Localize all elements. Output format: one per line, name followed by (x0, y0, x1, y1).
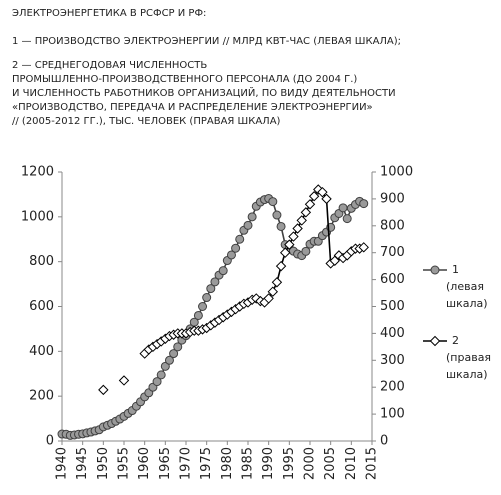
x-tick-label: 1940 (55, 447, 70, 480)
marker (275, 260, 287, 272)
x-tick-label: 2015 (365, 447, 380, 480)
y2-tick-label: 200 (380, 380, 405, 395)
marker (152, 377, 162, 387)
marker (292, 223, 303, 234)
y2-tick-label: 600 (380, 272, 405, 287)
marker (271, 277, 283, 288)
y2-tick-label: 500 (380, 299, 405, 314)
x-tick-label: 1985 (241, 447, 256, 480)
x-tick-label: 1965 (158, 447, 173, 480)
note: // (2005-2012 ГГ.), ТЫС. ЧЕЛОВЕК (ПРАВАЯ… (12, 116, 281, 127)
x-tick-label: 2005 (323, 447, 338, 480)
marker (358, 242, 369, 253)
note: ПРОМЫШЛЕННО-ПРОИЗВОДСТВЕННОГО ПЕРСОНАЛА … (12, 74, 357, 85)
x-tick-label: 1950 (96, 447, 111, 480)
x-tick-label: 1945 (75, 447, 90, 480)
marker (160, 361, 170, 371)
x-tick-label: 1960 (137, 447, 152, 480)
marker (267, 286, 279, 297)
marker (342, 214, 352, 224)
legend-label: 1 (452, 263, 459, 276)
marker (359, 199, 369, 209)
y2-tick-label: 700 (380, 245, 405, 260)
marker (156, 370, 166, 380)
marker (206, 284, 216, 294)
marker (313, 184, 324, 195)
x-tick-label: 1955 (117, 447, 132, 480)
marker (210, 277, 220, 287)
y2-tick-label: 1000 (380, 165, 413, 180)
marker (218, 266, 228, 276)
marker (251, 293, 262, 304)
marker (118, 375, 130, 386)
legend-note: (левая (446, 280, 484, 293)
marker (98, 384, 109, 396)
marker (247, 212, 257, 222)
marker (263, 293, 274, 304)
marker (338, 203, 348, 213)
marker (308, 191, 320, 202)
marker (243, 220, 253, 230)
marker (317, 186, 328, 198)
y2-tick-label: 0 (380, 434, 388, 449)
note: «ПРОИЗВОДСТВО, ПЕРЕДАЧА И РАСПРЕДЕЛЕНИЕ … (12, 102, 373, 113)
marker (173, 342, 183, 352)
x-tick-label: 1990 (261, 447, 276, 480)
y2-tick-label: 900 (380, 191, 405, 206)
y-tick-label: 200 (29, 389, 54, 404)
y2-tick-label: 300 (380, 353, 405, 368)
x-tick-label: 2000 (303, 447, 318, 480)
marker (202, 293, 212, 303)
marker (276, 221, 286, 231)
y2-tick-label: 800 (380, 218, 405, 233)
marker (169, 349, 179, 359)
y-tick-label: 800 (29, 254, 54, 269)
marker (272, 210, 282, 220)
marker (300, 207, 312, 218)
marker (164, 355, 174, 365)
y-tick-label: 600 (29, 299, 54, 314)
marker (301, 246, 311, 256)
legend-note: (правая (446, 351, 491, 364)
x-tick-label: 1970 (179, 447, 194, 480)
note: И ЧИСЛЕННОСТЬ РАБОТНИКОВ ОРГАНИЗАЦИЙ, ПО… (12, 86, 396, 99)
marker (235, 234, 245, 244)
y2-tick-label: 400 (380, 326, 405, 341)
marker (231, 243, 241, 253)
note: 2 — СРЕДНЕГОДОВАЯ ЧИСЛЕННОСТЬ (12, 60, 207, 71)
y-tick-label: 1200 (21, 165, 54, 180)
legend-label: 2 (452, 334, 459, 347)
marker (296, 215, 307, 226)
x-tick-label: 1995 (282, 447, 297, 480)
marker (304, 199, 316, 210)
marker (198, 302, 208, 311)
legend-marker (429, 335, 441, 347)
x-tick-label: 2010 (344, 447, 359, 480)
legend-note: шкала) (446, 297, 488, 310)
marker (268, 197, 278, 207)
legend-marker (430, 265, 440, 275)
y-tick-label: 400 (29, 344, 54, 359)
note: 1 — ПРОИЗВОДСТВО ЭЛЕКТРОЭНЕРГИИ // МЛРД … (12, 36, 401, 47)
marker (279, 247, 291, 258)
y-tick-label: 1000 (21, 209, 54, 224)
chart-title: ЭЛЕКТРОЭНЕРГЕТИКА В РСФСР И РФ: (12, 8, 206, 19)
marker (193, 310, 203, 320)
x-tick-label: 1980 (220, 447, 235, 480)
marker (288, 231, 299, 242)
marker (284, 239, 295, 250)
x-tick-label: 1975 (199, 447, 214, 480)
y2-tick-label: 100 (380, 407, 405, 422)
y-tick-label: 0 (46, 434, 54, 449)
marker (321, 193, 332, 205)
legend-note: шкала) (446, 368, 488, 381)
marker (226, 250, 236, 260)
